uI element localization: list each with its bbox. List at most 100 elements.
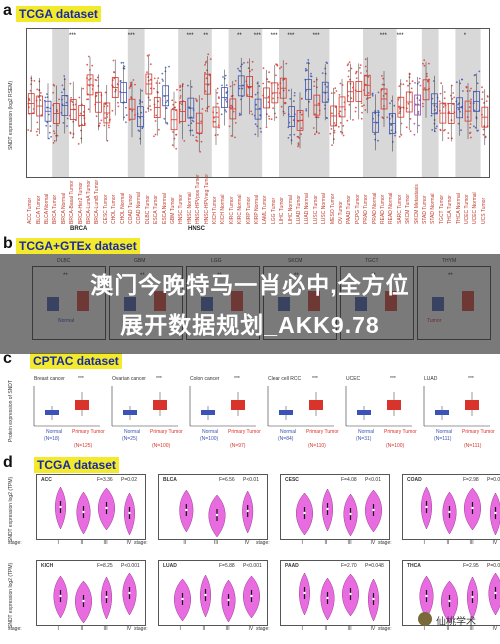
panel-d-stage-tick: III — [103, 540, 108, 546]
panel-a-box — [304, 59, 313, 118]
panel-a-xtick-label: LIHC Tumor — [279, 197, 286, 224]
panel-d-ylabel: SNDT expression log2 (TPM) — [8, 562, 14, 628]
panel-c-normal-n: (N=100) — [200, 436, 219, 442]
panel-a-banner: TCGA dataset — [16, 6, 101, 22]
panel-d-plot-p: P=0.03 — [487, 563, 500, 569]
panel-a-box — [321, 61, 330, 121]
panel-a-xtick-label: PAAD Tumor — [346, 195, 353, 224]
panel-d-stage-tick: III — [347, 626, 352, 632]
panel-d-chart — [174, 574, 260, 623]
panel-a-xtick-label: BRCA Tumor — [52, 194, 59, 224]
panel-d-stage-tick: IV — [492, 540, 498, 546]
panel-a-chart: *** *** *** ** ** *** *** *** *** *** *** * — [27, 29, 489, 177]
panel-a-band — [421, 29, 439, 177]
panel-d-stage-tick: I — [57, 540, 59, 546]
panel-d-stage-label: stage: — [378, 626, 392, 632]
panel-a-band — [178, 29, 212, 177]
panel-d-chart — [296, 488, 382, 537]
panel-a-box — [413, 77, 422, 136]
panel-a-box — [337, 78, 346, 137]
panel-a-xtick-label: LUAD Tumor — [296, 195, 302, 224]
panel-c-plot-title: Ovarian cancer — [112, 376, 146, 382]
panel-d-stage-tick: III — [469, 626, 474, 632]
panel-a-xtick-label: LIHC Normal — [287, 195, 294, 224]
panel-a-box — [27, 75, 36, 132]
panel-d-plot-stat: F=8.25 — [97, 563, 113, 569]
panel-d-plot-title: CESC — [285, 477, 299, 483]
panel-a-xtick-label: SKCM Tumor — [405, 193, 412, 224]
panel-d-stage-label: stage: — [256, 540, 270, 546]
panel-d-plot-title: PAAD — [285, 563, 299, 569]
panel-a-box — [43, 83, 52, 140]
panel-a-box — [287, 88, 296, 145]
panel-d-plot-stat: F=6.56 — [219, 477, 235, 483]
panel-a-xtick-label: CHOL Tumor — [111, 194, 118, 224]
panel-d-stage-tick: I — [301, 540, 303, 546]
panel-a-box — [380, 70, 389, 127]
panel-c-tumor-label: Primary Tumor — [462, 429, 495, 435]
panel-d-plot-p: P<0.01 — [365, 477, 381, 483]
panel-d-stage-tick: I — [423, 540, 425, 546]
panel-c-chart — [111, 386, 178, 427]
panel-a-box — [145, 54, 153, 113]
watermark-text: 仙桃学术 — [436, 617, 476, 628]
panel-a-xtick-label: COAD Tumor — [128, 193, 134, 224]
overlay-line-1: 澳门今晚特马一肖必中,全方位 — [90, 272, 410, 298]
panel-d-plot-stat: F=3.36 — [97, 477, 113, 483]
panel-c-tumor-n: (N=111) — [464, 443, 482, 449]
panel-a-xtick-label: BRCA-LumB Tumor — [94, 179, 101, 224]
panel-a-box — [354, 63, 363, 120]
panel-a-xtick-label: STAD Tumor — [422, 195, 428, 224]
panel-a-group-brca: BRCA — [70, 226, 88, 232]
panel-a-xtick-label: MESO Tumor — [329, 193, 336, 224]
panel-a-xtick-label: BRCA Normal — [60, 192, 67, 224]
panel-b-banner: TCGA+GTEx dataset — [16, 238, 140, 254]
panel-d-stage-tick: I — [423, 626, 425, 632]
panel-a-box — [388, 95, 397, 152]
panel-d-plot-p: P=0.02 — [121, 477, 137, 483]
panel-a-band — [363, 29, 397, 177]
panel-a-xtick-label: DLBC Tumor — [144, 195, 151, 224]
panel-b-letter: b — [3, 235, 13, 252]
panel-a-xtick-label: READ Tumor — [380, 194, 386, 224]
panel-c-letter: c — [3, 350, 12, 367]
panel-d-plot-stat: F=5.88 — [219, 563, 235, 569]
panel-a-box — [421, 59, 431, 118]
panel-a-xtick-label: SARC Tumor — [396, 194, 403, 224]
panel-c-plot-stars: *** — [390, 376, 396, 382]
panel-d-chart — [299, 572, 379, 622]
panel-d-plot: LUAD F=5.88 P<0.001 — [158, 560, 268, 626]
panel-d-stage-tick: IV — [126, 626, 132, 632]
panel-a-box — [270, 63, 279, 121]
panel-d-plot: CESC F=4.08 P<0.01 — [280, 474, 390, 540]
panel-d-plot-p: P=0.03 — [487, 477, 500, 483]
panel-a-box — [161, 65, 170, 125]
panel-c-tumor-n: (N=100) — [152, 443, 171, 449]
panel-d-stage-tick: I — [301, 626, 303, 632]
panel-d-chart — [419, 572, 500, 624]
panel-a-xtick-label: COAD Normal — [136, 192, 143, 224]
panel-a-box — [430, 75, 439, 133]
panel-c-plot-title: Breast cancer — [34, 376, 65, 382]
panel-c-tumor-label: Primary Tumor — [150, 429, 183, 435]
panel-a-xtick-label: UCEC Normal — [472, 192, 479, 224]
panel-d-chart — [421, 486, 500, 536]
panel-d-stage-tick: III — [103, 626, 108, 632]
panel-a-box — [296, 92, 304, 149]
panel-d-banner: TCGA dataset — [34, 457, 119, 473]
panel-d-plot: ACC F=3.36 P=0.02 — [36, 474, 146, 540]
panel-d-stage-tick: III — [347, 540, 352, 546]
panel-a-significance: *** — [397, 33, 405, 39]
panel-c-normal-n: (N=111) — [434, 436, 452, 442]
panel-c-plot-stars: *** — [468, 376, 474, 382]
panel-c-plot-stars: *** — [234, 376, 240, 382]
panel-a-xtick-label: CESC Tumor — [102, 194, 109, 224]
panel-d-stage-tick: IV — [248, 626, 254, 632]
panel-d-stage-label: stage: — [8, 626, 22, 632]
panel-d-plots: ACC F=3.36 P=0.02 I II III IV stage: BLCA F=6.56 P… — [8, 474, 500, 644]
panel-a-xtick-label: LUAD Normal — [304, 193, 311, 224]
panel-a-box — [52, 83, 60, 144]
panel-a-box — [204, 53, 212, 113]
panel-d-plot-stat: F=2.98 — [463, 477, 479, 483]
panel-a-xtick-label: KICH Normal — [220, 194, 227, 224]
